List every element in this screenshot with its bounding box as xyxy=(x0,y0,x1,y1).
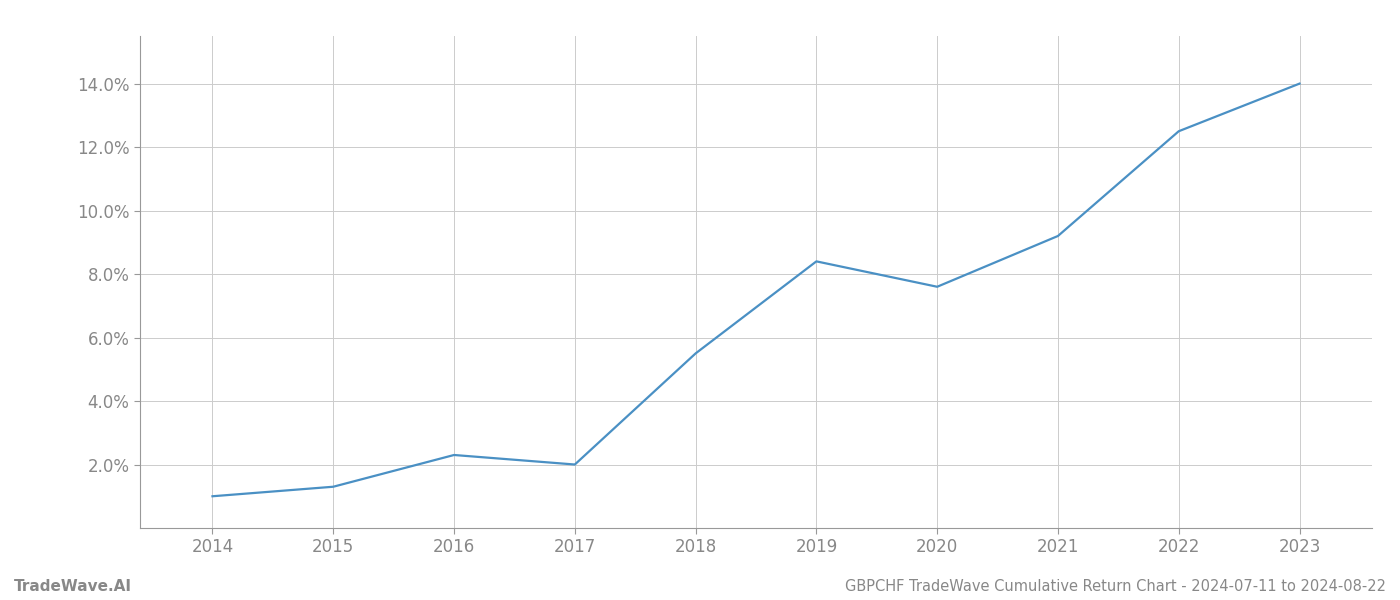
Text: GBPCHF TradeWave Cumulative Return Chart - 2024-07-11 to 2024-08-22: GBPCHF TradeWave Cumulative Return Chart… xyxy=(846,579,1386,594)
Text: TradeWave.AI: TradeWave.AI xyxy=(14,579,132,594)
